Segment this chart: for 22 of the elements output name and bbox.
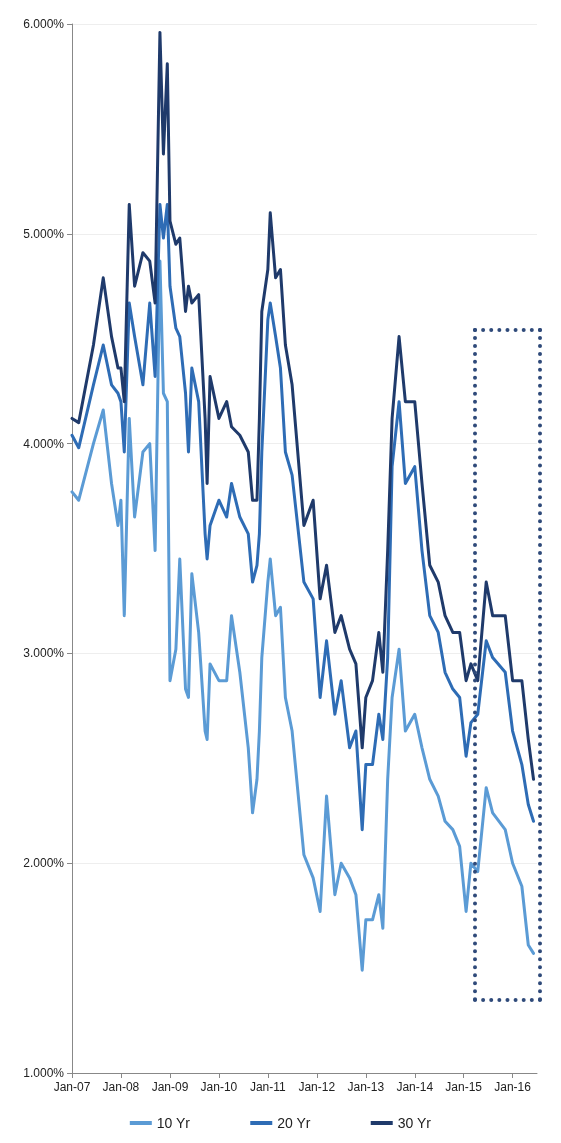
x-tick-label: Jan-15 (445, 1080, 483, 1094)
line-series (70, 30, 536, 781)
x-tick-label: Jan-09 (151, 1080, 189, 1094)
legend-label: 30 Yr (397, 1115, 432, 1131)
legend-label: 20 Yr (277, 1115, 311, 1131)
y-tick-label: 3.000% (23, 646, 65, 661)
x-tick-label: Jan-10 (200, 1080, 238, 1094)
x-tick-label: Jan-07 (53, 1080, 91, 1094)
line-series (70, 202, 536, 832)
y-tick-label: 1.000% (23, 1066, 65, 1080)
x-tick-label: Jan-08 (102, 1080, 140, 1094)
y-tick-label: 4.000% (23, 436, 65, 451)
line-series (70, 259, 536, 972)
y-tick-label: 2.000% (23, 856, 65, 871)
x-tick-label: Jan-13 (347, 1080, 385, 1094)
x-tick-label: Jan-11 (249, 1080, 287, 1094)
y-tick-label: 5.000% (23, 226, 65, 241)
x-tick-label: Jan-16 (494, 1080, 532, 1094)
x-tick-label: Jan-12 (298, 1080, 336, 1094)
x-tick-label: Jan-14 (396, 1080, 434, 1094)
y-tick-label: 6.000% (23, 17, 65, 31)
legend-label: 10 Yr (156, 1115, 191, 1131)
